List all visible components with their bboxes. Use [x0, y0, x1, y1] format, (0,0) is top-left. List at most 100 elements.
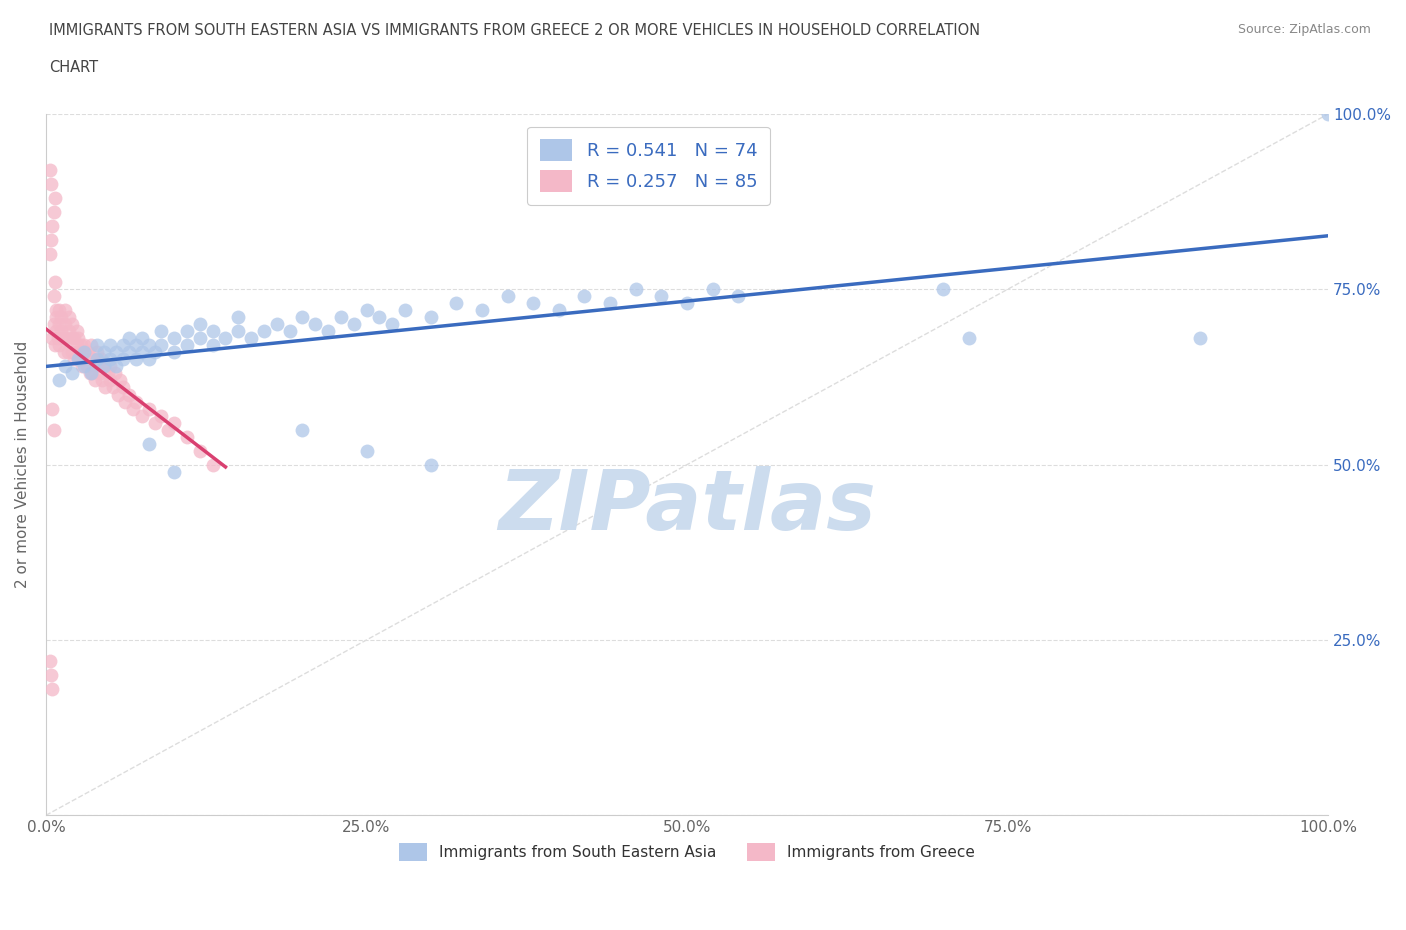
Point [118, 387, 141, 402]
Point [77, 345, 100, 360]
Point [69, 338, 91, 352]
Point [38, 246, 60, 261]
Point [44, 275, 66, 290]
Point [66, 331, 89, 346]
Point [226, 324, 249, 339]
Point [394, 303, 416, 318]
Point [496, 289, 519, 304]
Point [138, 401, 160, 416]
Point [201, 324, 224, 339]
Point [39, 668, 62, 683]
Point [176, 338, 198, 352]
Point [41, 401, 63, 416]
Point [110, 373, 132, 388]
Point [76, 359, 98, 374]
Point [188, 444, 211, 458]
Point [66, 338, 89, 352]
Point [650, 289, 672, 304]
Point [48, 317, 70, 332]
Point [316, 324, 339, 339]
Point [42, 317, 65, 332]
Point [163, 464, 186, 479]
Point [329, 310, 352, 325]
Point [66, 352, 89, 366]
Point [73, 359, 96, 374]
Point [131, 408, 153, 423]
Point [214, 331, 236, 346]
Point [343, 317, 366, 332]
Point [118, 331, 141, 346]
Point [114, 394, 136, 409]
Point [46, 331, 69, 346]
Point [105, 359, 128, 374]
Point [86, 345, 108, 360]
Point [150, 408, 173, 423]
Point [52, 331, 75, 346]
Point [67, 352, 90, 366]
Point [201, 458, 224, 472]
Point [60, 345, 83, 360]
Point [125, 394, 148, 409]
Point [42, 289, 65, 304]
Point [111, 352, 134, 366]
Point [86, 359, 108, 374]
Point [70, 345, 93, 360]
Point [96, 366, 118, 381]
Point [82, 352, 104, 366]
Point [101, 380, 124, 395]
Point [60, 317, 83, 332]
Point [45, 303, 67, 318]
Point [176, 429, 198, 444]
Point [278, 324, 301, 339]
Point [118, 345, 141, 360]
Point [48, 303, 70, 318]
Point [42, 422, 65, 437]
Point [122, 401, 145, 416]
Point [73, 352, 96, 366]
Point [63, 331, 86, 346]
Point [957, 331, 980, 346]
Point [574, 289, 596, 304]
Y-axis label: 2 or more Vehicles in Household: 2 or more Vehicles in Household [15, 341, 30, 589]
Point [150, 324, 173, 339]
Point [143, 415, 166, 430]
Point [471, 303, 494, 318]
Point [356, 444, 378, 458]
Point [44, 191, 66, 206]
Point [111, 338, 134, 352]
Point [104, 366, 127, 381]
Point [56, 345, 79, 360]
Point [86, 338, 108, 352]
Point [70, 359, 93, 374]
Point [111, 380, 134, 395]
Point [1317, 107, 1340, 122]
Point [41, 219, 63, 233]
Point [125, 338, 148, 352]
Point [80, 338, 103, 352]
Point [163, 345, 186, 360]
Point [63, 352, 86, 366]
Point [599, 296, 621, 311]
Point [53, 317, 76, 332]
Point [138, 338, 160, 352]
Point [98, 338, 121, 352]
Point [80, 366, 103, 381]
Point [188, 317, 211, 332]
Point [45, 324, 67, 339]
Point [60, 366, 83, 381]
Legend: Immigrants from South Eastern Asia, Immigrants from Greece: Immigrants from South Eastern Asia, Immi… [394, 837, 981, 868]
Text: IMMIGRANTS FROM SOUTH EASTERN ASIA VS IMMIGRANTS FROM GREECE 2 OR MORE VEHICLES : IMMIGRANTS FROM SOUTH EASTERN ASIA VS IM… [49, 23, 980, 38]
Point [98, 373, 121, 388]
Point [201, 338, 224, 352]
Point [131, 331, 153, 346]
Point [547, 303, 569, 318]
Point [98, 359, 121, 374]
Point [45, 310, 67, 325]
Text: CHART: CHART [49, 60, 98, 75]
Point [86, 352, 108, 366]
Point [150, 338, 173, 352]
Point [163, 331, 186, 346]
Point [73, 338, 96, 352]
Point [676, 296, 699, 311]
Point [226, 310, 249, 325]
